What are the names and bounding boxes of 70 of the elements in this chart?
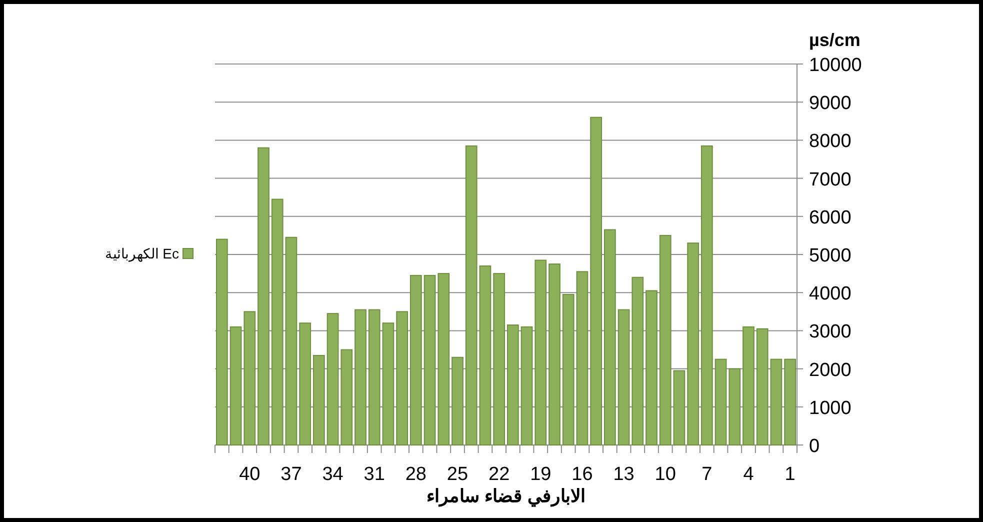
bar <box>424 274 436 446</box>
x-tick-label: 1 <box>784 464 796 485</box>
bar <box>465 145 478 446</box>
y-tick-label: 10000 <box>809 55 862 76</box>
x-tick-label: 31 <box>364 464 385 485</box>
y-tick-label: 9000 <box>809 93 852 114</box>
x-tick-label: 7 <box>702 464 712 485</box>
bar <box>313 354 325 446</box>
x-tick-label: 28 <box>405 464 426 485</box>
x-tick-label: 34 <box>322 464 344 485</box>
bar <box>659 234 672 446</box>
x-tick-label: 22 <box>488 464 510 485</box>
bar <box>230 326 242 446</box>
y-tick-label: 7000 <box>809 169 852 190</box>
y-tick-label: 5000 <box>809 246 852 266</box>
bar <box>285 236 298 446</box>
y-tick-label: 4000 <box>809 284 852 305</box>
bar <box>673 370 686 446</box>
y-tick-label: 6000 <box>809 207 852 228</box>
bar <box>687 242 699 446</box>
bar <box>479 265 492 446</box>
x-tick-label: 16 <box>572 464 593 485</box>
y-tick-label: 0 <box>809 436 820 457</box>
bar <box>271 198 284 446</box>
bar <box>646 290 658 446</box>
x-tick-label: 10 <box>654 464 676 485</box>
bar <box>493 273 505 446</box>
bar <box>299 322 311 446</box>
x-axis-title: الابارفي قضاء سامراء <box>426 486 586 507</box>
bar <box>520 326 533 446</box>
bar <box>396 311 408 446</box>
bar <box>756 328 768 446</box>
bar <box>452 356 464 446</box>
bar <box>604 229 616 446</box>
x-tick-label: 19 <box>530 464 552 485</box>
y-tick-label: 1000 <box>809 398 852 419</box>
bar <box>590 116 602 446</box>
bar <box>562 294 574 446</box>
y-axis-title: µs/cm <box>809 30 860 50</box>
bar <box>548 264 560 446</box>
bar <box>244 311 256 446</box>
bar <box>728 368 741 446</box>
y-tick-label: 3000 <box>809 322 852 343</box>
bar <box>784 358 796 446</box>
x-tick-label: 4 <box>743 464 754 485</box>
bar <box>770 358 782 446</box>
x-tick-label: 13 <box>613 464 634 485</box>
bar <box>507 324 519 446</box>
bar <box>632 276 644 446</box>
legend-label: الكهربائية Ec <box>104 246 179 262</box>
x-tick-label: 25 <box>446 464 468 485</box>
bar <box>340 349 353 446</box>
bar <box>216 238 228 446</box>
bar <box>618 309 630 446</box>
bar <box>742 326 754 446</box>
bar <box>438 273 450 446</box>
bar <box>576 271 588 446</box>
bar <box>326 313 339 446</box>
bar <box>410 274 422 446</box>
bar <box>714 358 727 446</box>
y-tick-label: 8000 <box>809 131 852 152</box>
bar <box>354 309 366 446</box>
bar <box>382 322 394 446</box>
bar <box>368 309 380 446</box>
bar <box>701 145 713 446</box>
bar <box>258 147 270 446</box>
x-tick-label: 37 <box>280 464 302 485</box>
y-tick-label: 2000 <box>809 360 852 381</box>
x-tick-label: 40 <box>239 464 260 485</box>
bar <box>534 260 547 446</box>
